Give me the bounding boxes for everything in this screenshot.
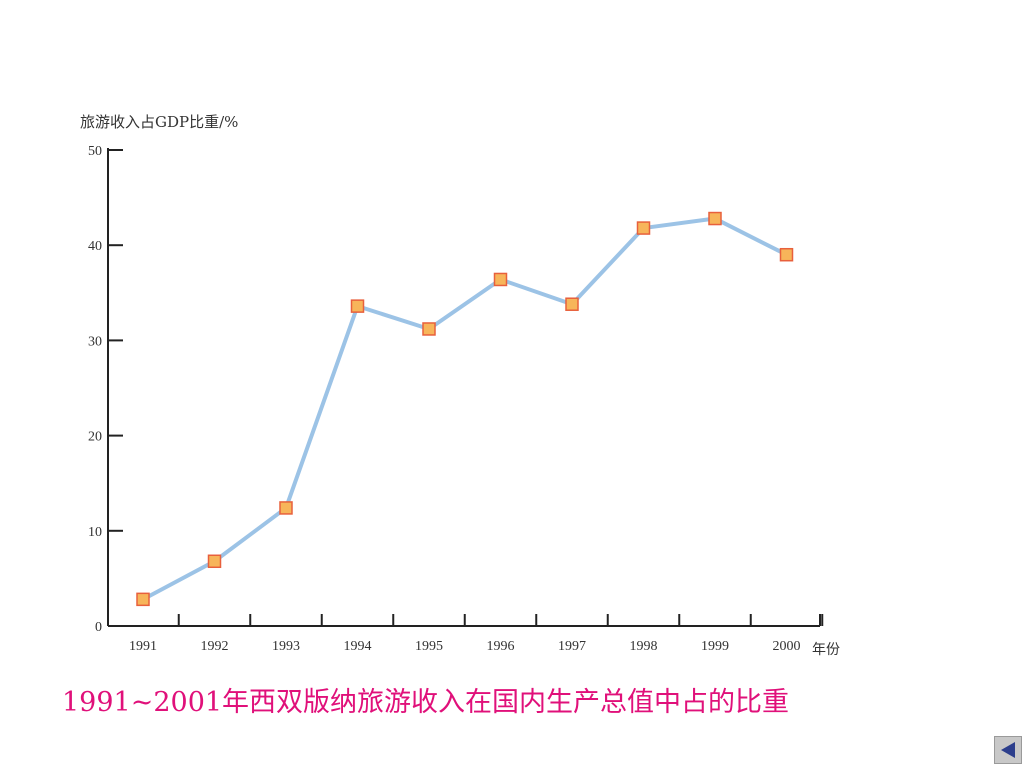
x-tick-label: 1991: [129, 639, 157, 654]
y-tick-label: 30: [88, 334, 102, 349]
data-point: [207, 554, 222, 569]
data-point: [279, 501, 293, 515]
series-line: [142, 216, 788, 602]
y-axis-label: 旅游收入占GDP比重/%: [80, 113, 238, 131]
data-line: [142, 216, 788, 602]
data-point: [779, 247, 794, 262]
x-axis-label: 年份: [812, 642, 840, 658]
x-ticks: 1991 1992 1993 1994 1995 1996 1997 1998 1999 2000: [129, 614, 824, 654]
x-tick-label: 1993: [272, 639, 300, 654]
data-point: [350, 299, 365, 313]
x-tick-label: 1998: [630, 639, 658, 654]
line-chart: 旅游收入占GDP比重/% 年份 0 10 20 30 40 50 1991 1992 1993…: [80, 113, 840, 658]
x-tick-label: 1997: [558, 639, 586, 654]
x-tick-label: 1996: [487, 639, 515, 654]
data-point: [136, 592, 150, 607]
data-point: [565, 297, 579, 311]
x-tick-label: 1995: [415, 639, 443, 654]
left-triangle-icon: [1001, 742, 1015, 758]
x-tick-label: 1994: [344, 639, 372, 654]
data-point: [493, 272, 508, 287]
chart-caption: 1991~2001年西双版纳旅游收入在国内生产总值中占的比重: [62, 687, 790, 718]
data-point: [708, 211, 722, 226]
y-tick-label: 0: [95, 620, 102, 635]
x-tick-label: 1992: [201, 639, 229, 654]
y-tick-label: 10: [88, 525, 102, 540]
series-markers: [136, 211, 794, 607]
y-tick-label: 20: [88, 430, 102, 445]
y-tick-label: 40: [88, 239, 102, 254]
previous-slide-button[interactable]: [994, 736, 1022, 764]
data-point: [422, 322, 436, 336]
y-tick-label: 50: [88, 144, 102, 159]
data-point: [636, 221, 651, 235]
x-tick-label: 2000: [773, 639, 801, 654]
x-tick-label: 1999: [701, 639, 729, 654]
y-ticks: 0 10 20 30 40 50: [88, 144, 123, 635]
